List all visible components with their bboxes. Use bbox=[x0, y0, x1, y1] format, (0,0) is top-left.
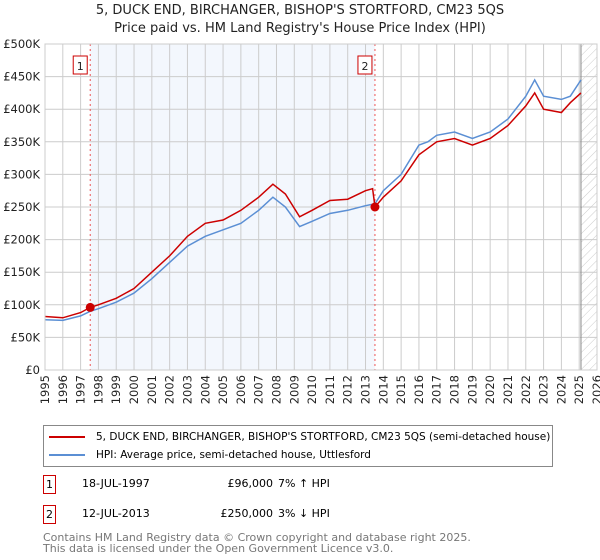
marker-badge: 1 bbox=[43, 475, 56, 494]
x-tick-label: 2022 bbox=[519, 375, 533, 404]
annotation-label: 1 bbox=[77, 60, 84, 73]
sale-point bbox=[370, 202, 380, 212]
x-tick-label: 2005 bbox=[216, 375, 230, 404]
x-tick-label: 2026 bbox=[590, 375, 600, 404]
x-tick-label: 2021 bbox=[501, 375, 515, 404]
y-tick-label: £450K bbox=[3, 70, 40, 84]
y-tick-label: £50K bbox=[11, 330, 41, 344]
series-line bbox=[44, 91, 582, 319]
sale-price: £96,000 bbox=[227, 477, 274, 490]
series-line bbox=[44, 78, 582, 322]
legend: 5, DUCK END, BIRCHANGER, BISHOP'S STORTF… bbox=[43, 425, 553, 467]
x-tick-label: 2012 bbox=[341, 375, 355, 404]
plot-frame bbox=[44, 43, 598, 371]
y-tick-label: £0 bbox=[25, 363, 40, 377]
annotation-box bbox=[357, 55, 373, 75]
y-tick-label: £350K bbox=[3, 135, 40, 149]
annotation-box bbox=[72, 55, 88, 75]
sale-hpi-diff: 7% ↑ HPI bbox=[278, 477, 330, 490]
sale-point bbox=[85, 302, 95, 312]
y-tick-label: £500K bbox=[3, 37, 40, 51]
x-tick-label: 2006 bbox=[234, 375, 248, 404]
chart-subtitle: Price paid vs. HM Land Registry's House … bbox=[114, 21, 486, 36]
x-tick-label: 2019 bbox=[465, 375, 479, 404]
x-tick-label: 1998 bbox=[91, 375, 105, 404]
legend-item-property: 5, DUCK END, BIRCHANGER, BISHOP'S STORTF… bbox=[49, 429, 550, 445]
sale-hpi-diff: 3% ↓ HPI bbox=[278, 507, 330, 520]
x-tick-label: 2025 bbox=[572, 375, 586, 404]
x-tick-label: 2013 bbox=[359, 375, 373, 404]
x-tick-label: 2003 bbox=[180, 375, 194, 404]
y-tick-label: £400K bbox=[3, 102, 40, 116]
x-tick-label: 2015 bbox=[394, 375, 408, 404]
y-tick-label: £100K bbox=[3, 298, 40, 312]
x-tick-label: 2001 bbox=[145, 375, 159, 404]
x-tick-label: 1999 bbox=[109, 375, 123, 404]
x-tick-label: 2008 bbox=[269, 375, 283, 404]
x-tick-label: 2020 bbox=[483, 375, 497, 404]
x-tick-label: 2014 bbox=[376, 375, 390, 404]
x-tick-label: 2018 bbox=[448, 375, 462, 404]
sale-row-1: 1 18-JUL-1997 £96,000 7% ↑ HPI bbox=[43, 475, 443, 494]
annotation-label: 2 bbox=[361, 60, 368, 73]
x-tick-label: 1997 bbox=[74, 375, 88, 404]
x-tick-label: 1996 bbox=[56, 375, 70, 404]
footer-copyright: Contains HM Land Registry data © Crown c… bbox=[43, 531, 471, 544]
sale-date: 18-JUL-1997 bbox=[82, 477, 150, 490]
x-tick-label: 2023 bbox=[537, 375, 551, 404]
x-tick-label: 2024 bbox=[554, 375, 568, 404]
x-tick-label: 2004 bbox=[198, 375, 212, 404]
price-chart: 1995 1996 1997 1998 1999 2000 2001 2002 2003 2004… bbox=[3, 37, 600, 404]
legend-label: 5, DUCK END, BIRCHANGER, BISHOP'S STORTF… bbox=[96, 431, 551, 443]
x-tick-label: 2002 bbox=[163, 375, 177, 404]
legend-item-hpi: HPI: Average price, semi-detached house,… bbox=[49, 447, 371, 463]
x-tick-label: 2010 bbox=[305, 375, 319, 404]
x-tick-label: 2011 bbox=[323, 375, 337, 404]
x-tick-label: 2009 bbox=[287, 375, 301, 404]
y-tick-label: £200K bbox=[3, 233, 40, 247]
chart-title: 5, DUCK END, BIRCHANGER, BISHOP'S STORTF… bbox=[95, 3, 505, 18]
x-tick-label: 1995 bbox=[38, 375, 52, 404]
x-tick-label: 2007 bbox=[252, 375, 266, 404]
sale-date: 12-JUL-2013 bbox=[82, 507, 150, 520]
x-tick-label: 2016 bbox=[412, 375, 426, 404]
y-tick-label: £250K bbox=[3, 200, 40, 214]
sale-row-2: 2 12-JUL-2013 £250,000 3% ↓ HPI bbox=[43, 505, 443, 524]
footer-licence: This data is licensed under the Open Gov… bbox=[43, 542, 394, 555]
legend-label: HPI: Average price, semi-detached house,… bbox=[96, 449, 371, 461]
marker-badge: 2 bbox=[43, 505, 56, 524]
x-tick-label: 2017 bbox=[430, 375, 444, 404]
y-tick-label: £150K bbox=[3, 265, 40, 279]
x-tick-label: 2000 bbox=[127, 375, 141, 404]
y-tick-label: £300K bbox=[3, 167, 40, 181]
sale-price: £250,000 bbox=[220, 507, 274, 520]
